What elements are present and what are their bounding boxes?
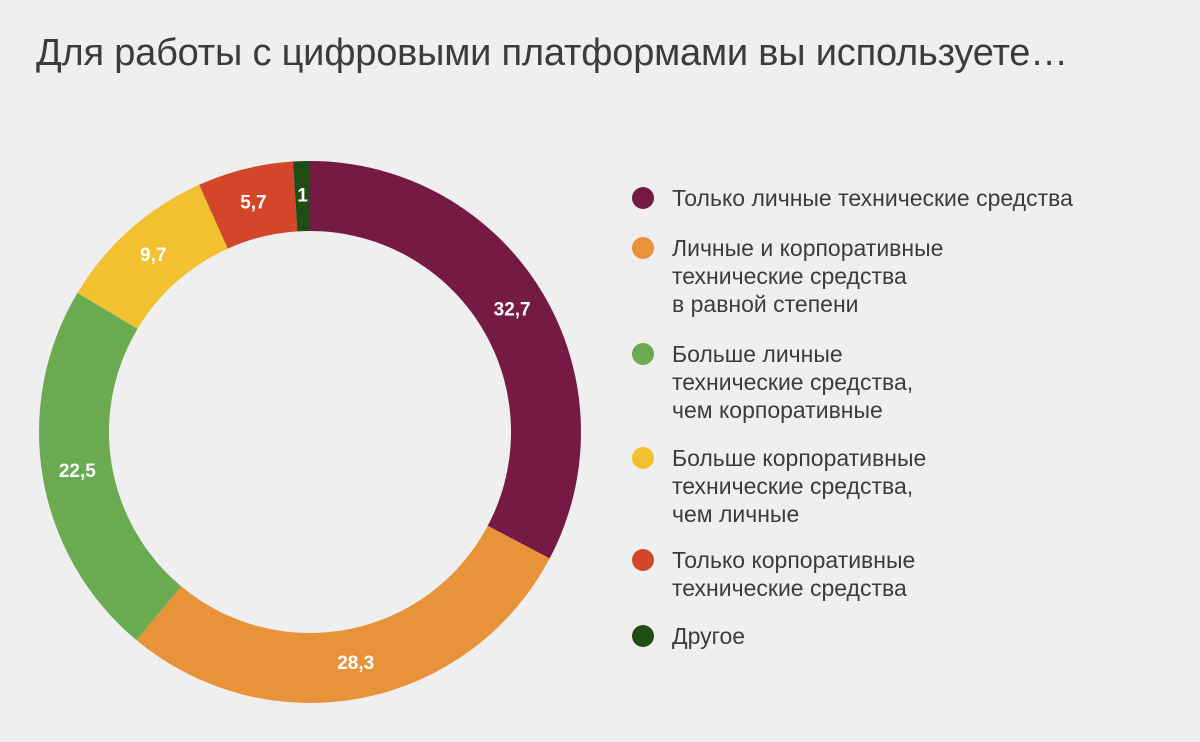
legend-label: Только корпоративные технические средства — [672, 546, 915, 602]
legend-label-line: чем корпоративные — [672, 397, 883, 423]
legend-label-line: технические средства, — [672, 473, 914, 499]
legend-item-3: Больше личные технические средства, чем ко… — [632, 340, 913, 424]
chart-legend: Только личные технические средства Личные… — [632, 0, 1192, 742]
legend-label-line: Больше личные — [672, 341, 843, 367]
legend-label: Личные и корпоративные технические средст… — [672, 234, 943, 318]
legend-item-2: Личные и корпоративные технические средст… — [632, 234, 943, 318]
legend-swatch-icon — [632, 187, 654, 209]
legend-label-line: Другое — [672, 623, 746, 649]
donut-value-label-3: 22,5 — [59, 461, 96, 482]
donut-chart: 32,7 28,3 22,5 9,7 5,7 1 — [38, 161, 581, 704]
legend-item-1: Только личные технические средства — [632, 184, 1073, 212]
legend-label-line: Личные и корпоративные — [672, 235, 944, 261]
legend-label: Больше корпоративные технические средства… — [672, 444, 926, 528]
donut-value-label-1: 32,7 — [494, 300, 531, 321]
legend-label: Больше личные технические средства, чем ко… — [672, 340, 913, 424]
legend-label: Только личные технические средства — [672, 184, 1073, 212]
legend-item-5: Только корпоративные технические средства — [632, 546, 915, 602]
legend-label-line: технические средства — [672, 263, 907, 289]
legend-item-6: Другое — [632, 622, 745, 650]
legend-swatch-icon — [632, 549, 654, 571]
legend-label-line: Только корпоративные — [672, 547, 916, 573]
legend-label-line: в равной степени — [672, 291, 859, 317]
donut-value-label-5: 5,7 — [240, 192, 266, 213]
legend-item-4: Больше корпоративные технические средства… — [632, 444, 926, 528]
donut-segment-3 — [38, 292, 182, 641]
donut-segment-1 — [310, 161, 581, 559]
donut-value-label-6: 1 — [297, 186, 308, 207]
legend-swatch-icon — [632, 625, 654, 647]
donut-segment-5 — [199, 161, 298, 249]
legend-label-line: технические средства — [672, 575, 907, 601]
chart-title: Для работы с цифровыми платформами вы ис… — [36, 32, 1068, 74]
legend-swatch-icon — [632, 343, 654, 365]
legend-swatch-icon — [632, 447, 654, 469]
legend-label-line: Только личные технические средства — [672, 185, 1073, 211]
donut-value-label-2: 28,3 — [337, 653, 374, 674]
legend-label-line: технические средства, — [672, 369, 914, 395]
donut-value-label-4: 9,7 — [140, 245, 166, 266]
legend-label: Другое — [672, 622, 745, 650]
legend-swatch-icon — [632, 237, 654, 259]
legend-label-line: чем личные — [672, 501, 800, 527]
donut-segment-4 — [77, 184, 228, 329]
donut-segment-6 — [292, 161, 310, 232]
legend-label-line: Больше корпоративные — [672, 445, 927, 471]
donut-segment-2 — [136, 525, 550, 704]
